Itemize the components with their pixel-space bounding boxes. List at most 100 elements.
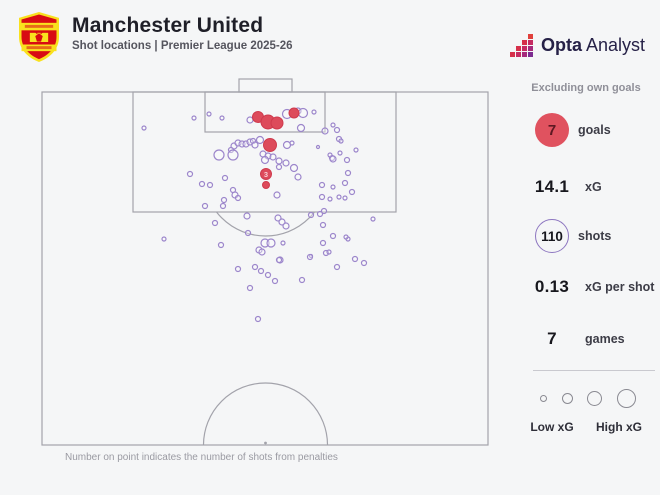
shot-marker — [342, 195, 348, 201]
shot-marker — [219, 115, 225, 121]
shot-marker — [282, 159, 290, 167]
panel-divider — [533, 370, 655, 371]
shot-marker — [275, 157, 283, 165]
goals-label: goals — [578, 123, 611, 137]
goal-marker — [263, 138, 277, 152]
shot-marker — [329, 232, 337, 240]
xg-size-legend — [540, 386, 636, 410]
shot-marker — [327, 152, 333, 158]
shot-marker — [319, 221, 327, 229]
shot-marker — [327, 196, 333, 202]
shot-marker — [298, 276, 306, 284]
shot-marker — [246, 284, 254, 292]
goal-marker — [260, 168, 272, 180]
shot-marker — [297, 107, 309, 119]
shot-marker — [306, 253, 314, 261]
shot-marker — [251, 263, 259, 271]
legend-circle-medium — [561, 392, 573, 404]
shot-marker — [141, 125, 147, 131]
shot-marker — [244, 229, 252, 237]
xg-label: xG — [585, 180, 602, 194]
shot-marker — [337, 150, 343, 156]
legend-circle-large — [587, 390, 603, 406]
shot-marker — [260, 155, 270, 165]
shot-marker — [333, 263, 341, 271]
shot-marker — [211, 219, 219, 227]
shot-marker — [344, 169, 352, 177]
shot-marker — [254, 315, 262, 323]
goal-marker — [288, 107, 300, 119]
shot-marker — [198, 180, 206, 188]
shot-marker — [201, 202, 209, 210]
shot-marker — [257, 267, 265, 275]
shot-marker — [319, 239, 327, 247]
shots-layer: 3 — [141, 107, 376, 323]
goal-frame — [238, 78, 293, 93]
shot-marker — [275, 256, 283, 264]
panel-note: Excluding own goals — [531, 82, 641, 94]
legend-low-label: Low xG — [530, 420, 574, 434]
stat-xg-per-shot: 0.13 xG per shot — [528, 277, 655, 297]
footnote: Number on point indicates the number of … — [65, 452, 338, 463]
shot-marker — [348, 188, 356, 196]
games-label: games — [585, 332, 625, 346]
pitch-outline — [41, 78, 489, 446]
shot-marker — [320, 207, 328, 215]
shot-marker — [307, 211, 315, 219]
penalty-count-label: 3 — [264, 170, 268, 179]
shot-marker — [221, 174, 229, 182]
page-title: Manchester United — [72, 14, 264, 37]
shots-label: shots — [578, 229, 612, 243]
shot-marker — [316, 210, 324, 218]
shot-marker — [161, 236, 167, 242]
opta-bars-icon — [510, 34, 533, 57]
shot-marker — [264, 271, 272, 279]
shot-marker — [269, 153, 277, 161]
shot-marker — [353, 147, 359, 153]
shot-marker — [341, 179, 349, 187]
shot-marker — [266, 238, 276, 248]
shot-marker — [321, 127, 329, 135]
shots-badge: 110 — [535, 219, 569, 253]
shot-marker — [217, 241, 225, 249]
shot-marker — [234, 265, 242, 273]
shot-marker — [370, 216, 376, 222]
centre-spot — [264, 441, 267, 445]
shot-marker — [206, 181, 214, 189]
shot-marker — [296, 123, 306, 133]
shot-marker — [186, 170, 194, 178]
shot-marker — [333, 126, 341, 134]
shot-marker — [329, 155, 337, 163]
shot-marker — [206, 111, 212, 117]
shot-marker — [338, 138, 344, 144]
shot-marker — [315, 144, 321, 150]
shot-marker — [336, 194, 342, 200]
shot-marker — [258, 248, 266, 256]
shot-marker — [273, 191, 281, 199]
stat-games: 7 games — [528, 329, 625, 349]
shot-marker — [343, 156, 351, 164]
stat-shots: 110 shots — [535, 219, 611, 253]
shot-marker — [360, 259, 368, 267]
brand-analyst: Analyst — [586, 34, 646, 55]
shot-marker — [318, 193, 326, 201]
stat-goals: 7 goals — [535, 113, 611, 147]
shot-marker — [280, 240, 286, 246]
shot-marker — [330, 122, 336, 128]
goal-marker — [262, 181, 270, 189]
legend-circle-xlarge — [616, 388, 636, 408]
stat-xg: 14.1 xG — [528, 177, 602, 197]
page-subtitle: Shot locations | Premier League 2025-26 — [72, 40, 293, 52]
shot-marker — [191, 115, 197, 121]
shot-marker — [311, 109, 317, 115]
shot-marker — [282, 222, 290, 230]
shot-marker — [289, 140, 295, 146]
shot-marker — [251, 141, 259, 149]
shot-marker — [289, 163, 299, 173]
shot-marker — [213, 149, 225, 161]
shot-marker — [343, 234, 349, 240]
goals-badge: 7 — [535, 113, 569, 147]
shot-marker — [243, 212, 251, 220]
xg-value: 14.1 — [534, 177, 570, 196]
shot-marker — [275, 163, 283, 171]
